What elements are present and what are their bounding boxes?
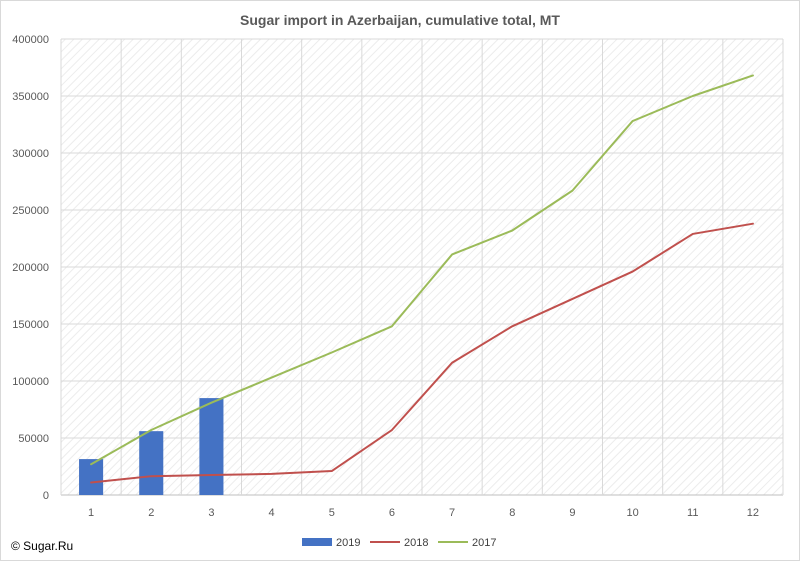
x-tick-label: 10 [626, 507, 638, 519]
y-tick-label: 0 [43, 490, 49, 502]
x-tick-label: 7 [449, 507, 455, 519]
legend-label-2017: 2017 [472, 537, 496, 549]
x-tick-label: 5 [329, 507, 335, 519]
x-tick-label: 9 [569, 507, 575, 519]
y-tick-label: 50000 [18, 433, 49, 445]
y-tick-label: 200000 [12, 262, 49, 274]
x-tick-label: 11 [687, 507, 698, 519]
y-tick-label: 400000 [12, 34, 49, 46]
y-tick-label: 100000 [12, 376, 49, 388]
y-tick-label: 300000 [12, 148, 49, 160]
x-tick-label: 6 [389, 507, 395, 519]
chart-title: Sugar import in Azerbaijan, cumulative t… [240, 12, 560, 28]
line-series-2017 [90, 74, 754, 466]
x-tick-label: 1 [88, 507, 94, 519]
copyright-text: © Sugar.Ru [11, 539, 74, 553]
bar-2019-3 [199, 398, 224, 495]
x-tick-label: 12 [747, 507, 759, 519]
y-tick-label: 150000 [12, 319, 49, 331]
x-tick-label: 2 [148, 507, 154, 519]
x-tick-label: 8 [509, 507, 515, 519]
legend-swatch-2019 [302, 538, 332, 546]
y-tick-label: 350000 [12, 91, 49, 103]
x-tick-label: 3 [208, 507, 214, 519]
bar-2019-2 [139, 431, 164, 495]
y-tick-label: 250000 [12, 205, 49, 217]
legend-label-2019: 2019 [336, 537, 360, 549]
x-tick-label: 4 [269, 507, 275, 519]
line-series-2018 [90, 222, 754, 484]
legend-label-2018: 2018 [404, 537, 428, 549]
